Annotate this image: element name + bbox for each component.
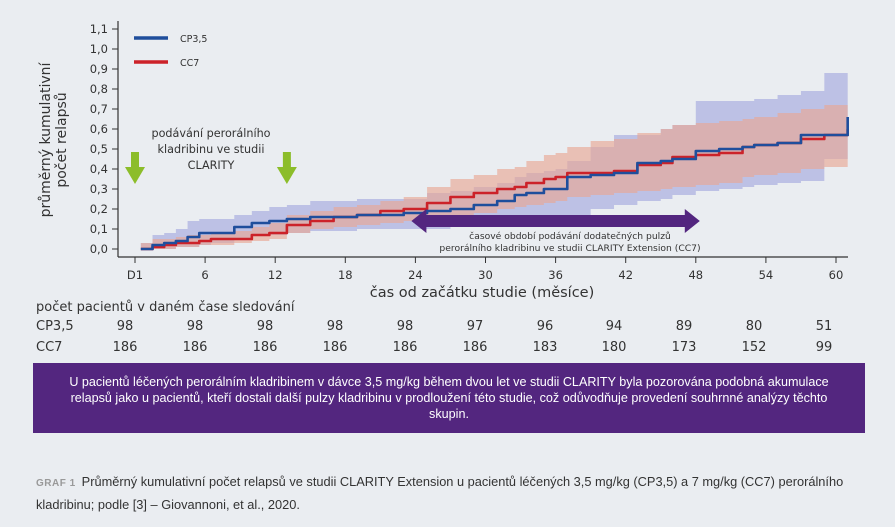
- y-tick-label: 1,1: [90, 22, 108, 36]
- clarity-annotation-text: podávání perorálního: [151, 127, 270, 140]
- clarity-annotation-text: kladribinu ve studii: [158, 143, 265, 156]
- y-tick-label: 0,2: [90, 202, 108, 216]
- row-label: CP3,5: [36, 319, 74, 334]
- x-tick-label: 60: [829, 268, 844, 282]
- cell-value: 98: [256, 319, 274, 334]
- legend: CP3,5 CC7: [134, 34, 207, 69]
- y-tick-label: 1,0: [90, 42, 108, 56]
- caption-label: GRAF 1: [36, 478, 76, 489]
- cell-value: 98: [186, 319, 204, 334]
- green-arrow-icon: [276, 152, 297, 184]
- cell-value: 186: [182, 340, 208, 355]
- cell-value: 186: [252, 340, 278, 355]
- double-arrow-icon: [411, 209, 700, 233]
- y-tick-label: 0,5: [90, 142, 108, 156]
- annotations: podávání perorálního kladribinu ve studii…: [125, 127, 701, 254]
- cell-value: 89: [675, 319, 693, 334]
- cell-value: 152: [741, 340, 767, 355]
- cell-value: 180: [601, 340, 627, 355]
- green-arrow-icon: [125, 152, 145, 184]
- patients-table-header: počet pacientů v daném čase sledování: [36, 300, 295, 315]
- series-line-cp35: [140, 117, 849, 251]
- y-tick-label: 0,4: [90, 162, 108, 176]
- y-tick-label: 0,7: [90, 102, 108, 116]
- summary-banner: U pacientů léčených perorálním kladribin…: [33, 363, 865, 433]
- x-tick-label: D1: [127, 268, 143, 282]
- figure-caption: GRAF 1 Průměrný kumulativní počet relapsů…: [36, 471, 876, 515]
- series-line-cc7: [140, 129, 849, 251]
- ci-band-cc7: [140, 99, 848, 249]
- x-tick-label: 48: [688, 268, 703, 282]
- summary-banner-text: U pacientů léčených perorálním kladribin…: [69, 375, 829, 421]
- legend-label: CC7: [180, 58, 199, 69]
- x-tick-label: 42: [618, 268, 633, 282]
- x-tick-label: 12: [268, 268, 283, 282]
- clarity-annotation-text: CLARITY: [188, 159, 235, 172]
- cell-value: 98: [396, 319, 414, 334]
- x-tick-label: 54: [759, 268, 774, 282]
- x-tick-label: 6: [201, 268, 208, 282]
- confidence-bands: [140, 57, 848, 249]
- y-tick-label: 0,6: [90, 122, 108, 136]
- legend-label: CP3,5: [180, 34, 207, 45]
- row-label: CC7: [36, 340, 63, 355]
- cell-value: 51: [815, 319, 833, 334]
- cell-value: 186: [112, 340, 138, 355]
- extension-annotation-text: perorálního kladribinu ve studii CLARITY…: [439, 243, 700, 254]
- cell-value: 80: [745, 319, 763, 334]
- cell-value: 186: [392, 340, 418, 355]
- y-axis-label-line2: počet relapsů: [54, 92, 70, 187]
- ci-band-cp35: [140, 57, 848, 249]
- patients-table-row: CC7 186 186 186 186 186 186 183 180 173 152 99: [0, 340, 895, 360]
- series-lines: [140, 117, 849, 251]
- x-axis-label: čas od začátku studie (měsíce): [370, 285, 595, 300]
- y-tick-label: 0,9: [90, 62, 108, 76]
- x-tick-label: 30: [478, 268, 493, 282]
- cell-value: 98: [326, 319, 344, 334]
- cell-value: 97: [466, 319, 484, 334]
- x-tick-label: 36: [548, 268, 563, 282]
- x-tick-label: 18: [338, 268, 353, 282]
- cumulative-relapse-chart: 0,0 0,1 0,2 0,3 0,4 0,5 0,6 0,7 0,8 0,9 1,0 1,1 D1 6 1…: [38, 21, 849, 300]
- patients-table-row: CP3,5 98 98 98 98 98 97 96 94 89 80 51: [0, 319, 895, 339]
- y-tick-label: 0,0: [90, 242, 108, 256]
- cell-value: 183: [532, 340, 558, 355]
- axes: 0,0 0,1 0,2 0,3 0,4 0,5 0,6 0,7 0,8 0,9 1,0 1,1 D1 6 1…: [90, 21, 848, 282]
- cell-value: 99: [815, 340, 833, 355]
- y-tick-label: 0,1: [90, 222, 108, 236]
- y-tick-label: 0,8: [90, 82, 108, 96]
- cell-value: 96: [536, 319, 554, 334]
- cell-value: 98: [116, 319, 134, 334]
- y-axis-label-line1: průměrný kumulativní: [38, 61, 54, 217]
- y-tick-label: 0,3: [90, 182, 108, 196]
- cell-value: 186: [462, 340, 488, 355]
- caption-text: Průměrný kumulativní počet relapsů ve st…: [36, 474, 844, 512]
- cell-value: 94: [605, 319, 623, 334]
- cell-value: 173: [671, 340, 697, 355]
- extension-annotation-text: časové období podávání dodatečných pulzů: [469, 231, 671, 242]
- cell-value: 186: [322, 340, 348, 355]
- x-tick-label: 24: [408, 268, 423, 282]
